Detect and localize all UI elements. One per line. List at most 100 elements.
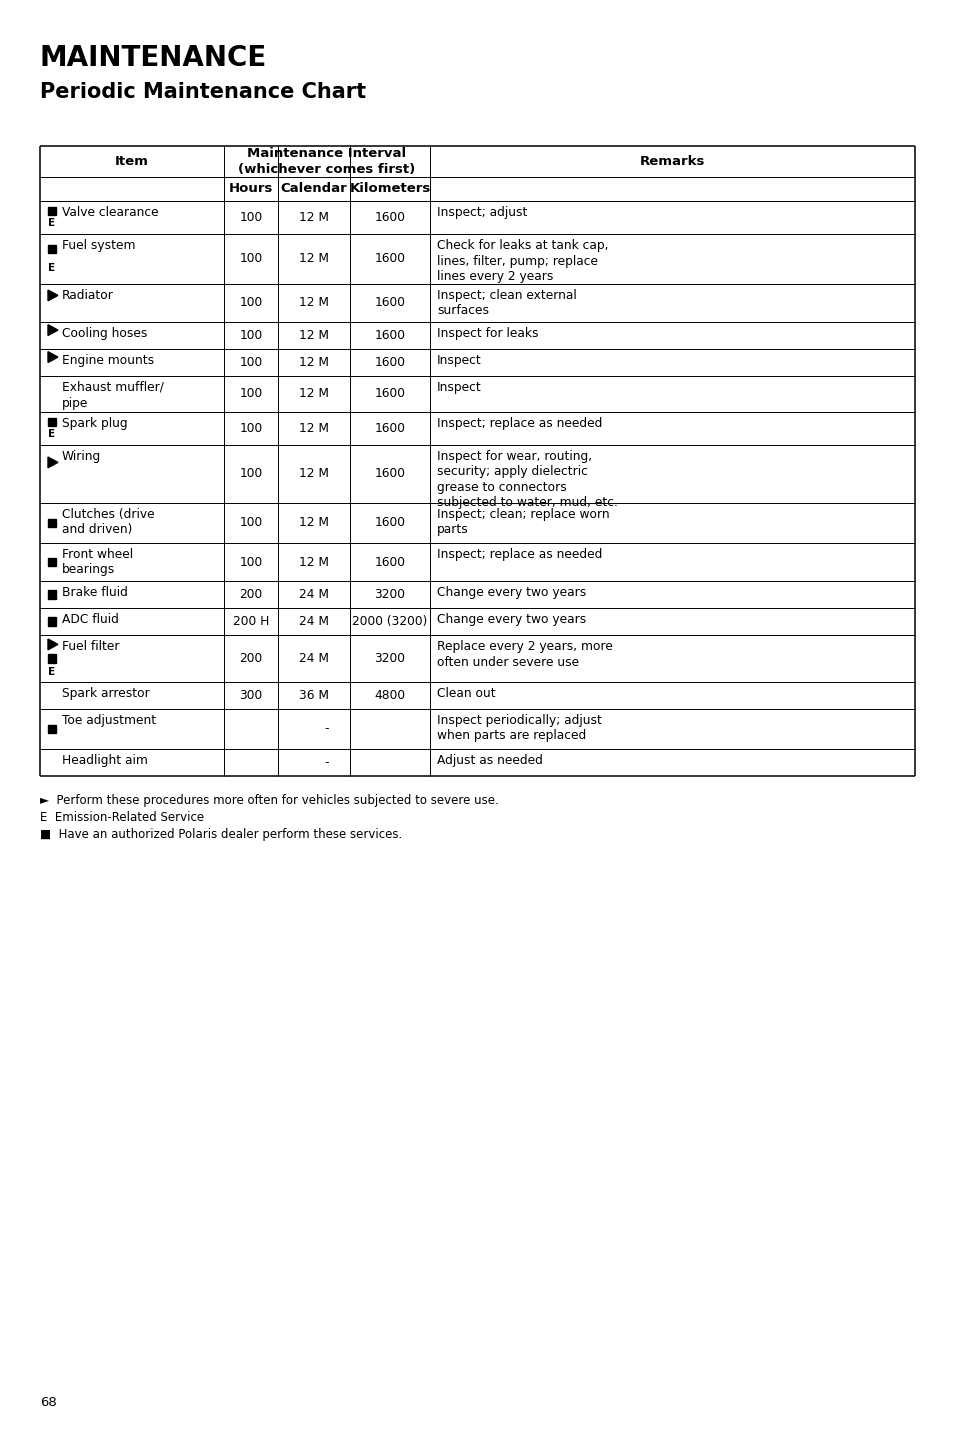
Text: Clean out: Clean out xyxy=(436,686,496,699)
Text: ADC fluid: ADC fluid xyxy=(62,614,119,627)
Text: Front wheel
bearings: Front wheel bearings xyxy=(62,548,133,576)
Text: 100: 100 xyxy=(239,356,262,369)
Text: 12 M: 12 M xyxy=(298,555,329,569)
Bar xyxy=(48,618,56,625)
Text: 12 M: 12 M xyxy=(298,297,329,310)
Text: Fuel system: Fuel system xyxy=(62,238,135,252)
Text: Fuel filter: Fuel filter xyxy=(62,640,119,653)
Text: Periodic Maintenance Chart: Periodic Maintenance Chart xyxy=(40,81,366,102)
Bar xyxy=(48,590,56,599)
Text: Kilometers: Kilometers xyxy=(349,183,430,195)
Text: 100: 100 xyxy=(239,516,262,529)
Text: 100: 100 xyxy=(239,422,262,435)
Text: E: E xyxy=(49,429,55,439)
Bar xyxy=(48,519,56,528)
Text: 200: 200 xyxy=(239,587,262,601)
Text: Item: Item xyxy=(115,156,149,169)
Text: Exhaust muffler/
pipe: Exhaust muffler/ pipe xyxy=(62,381,164,410)
Text: Replace every 2 years, more
often under severe use: Replace every 2 years, more often under … xyxy=(436,640,612,669)
Text: Radiator: Radiator xyxy=(62,289,113,302)
Text: Clutches (drive
and driven): Clutches (drive and driven) xyxy=(62,507,154,537)
Text: 1600: 1600 xyxy=(375,422,405,435)
Text: Engine mounts: Engine mounts xyxy=(62,353,154,366)
Text: 12 M: 12 M xyxy=(298,516,329,529)
Text: Inspect; replace as needed: Inspect; replace as needed xyxy=(436,548,601,561)
Text: 12 M: 12 M xyxy=(298,253,329,266)
Text: 200 H: 200 H xyxy=(233,615,269,628)
Text: Valve clearance: Valve clearance xyxy=(62,206,158,220)
Text: 12 M: 12 M xyxy=(298,356,329,369)
Text: Toe adjustment: Toe adjustment xyxy=(62,714,156,727)
Bar xyxy=(48,206,56,215)
Text: ■  Have an authorized Polaris dealer perform these services.: ■ Have an authorized Polaris dealer perf… xyxy=(40,827,402,840)
Text: 300: 300 xyxy=(239,689,262,702)
Text: Check for leaks at tank cap,
lines, filter, pump; replace
lines every 2 years: Check for leaks at tank cap, lines, filt… xyxy=(436,238,608,284)
Text: 100: 100 xyxy=(239,388,262,400)
Text: Inspect; replace as needed: Inspect; replace as needed xyxy=(436,417,601,430)
Text: 1600: 1600 xyxy=(375,516,405,529)
Text: Wiring: Wiring xyxy=(62,449,101,462)
Text: E: E xyxy=(49,263,55,273)
Text: 1600: 1600 xyxy=(375,329,405,342)
Text: 12 M: 12 M xyxy=(298,329,329,342)
Text: 3200: 3200 xyxy=(375,587,405,601)
Text: 100: 100 xyxy=(239,329,262,342)
Text: 1600: 1600 xyxy=(375,388,405,400)
Text: 100: 100 xyxy=(239,468,262,480)
Text: 12 M: 12 M xyxy=(298,422,329,435)
Text: -: - xyxy=(324,723,329,736)
Bar xyxy=(48,558,56,566)
Bar xyxy=(48,724,56,733)
Text: Adjust as needed: Adjust as needed xyxy=(436,755,542,768)
Text: 100: 100 xyxy=(239,211,262,224)
Text: E: E xyxy=(49,218,55,228)
Text: Inspect; clean; replace worn
parts: Inspect; clean; replace worn parts xyxy=(436,507,609,537)
Text: Spark arrestor: Spark arrestor xyxy=(62,686,150,699)
Text: 1600: 1600 xyxy=(375,356,405,369)
Text: ►  Perform these procedures more often for vehicles subjected to severe use.: ► Perform these procedures more often fo… xyxy=(40,794,498,807)
Text: Inspect: Inspect xyxy=(436,381,481,394)
Text: 24 M: 24 M xyxy=(298,651,329,664)
Text: 1600: 1600 xyxy=(375,297,405,310)
Polygon shape xyxy=(48,352,58,362)
Text: MAINTENANCE: MAINTENANCE xyxy=(40,44,267,73)
Text: Inspect; clean external
surfaces: Inspect; clean external surfaces xyxy=(436,289,577,317)
Text: 1600: 1600 xyxy=(375,211,405,224)
Bar xyxy=(48,654,56,663)
Text: Spark plug: Spark plug xyxy=(62,417,128,430)
Text: -: - xyxy=(324,756,329,769)
Text: Cooling hoses: Cooling hoses xyxy=(62,327,147,340)
Text: Inspect periodically; adjust
when parts are replaced: Inspect periodically; adjust when parts … xyxy=(436,714,601,743)
Text: Inspect; adjust: Inspect; adjust xyxy=(436,206,527,220)
Text: 12 M: 12 M xyxy=(298,211,329,224)
Text: Remarks: Remarks xyxy=(639,156,704,169)
Text: 100: 100 xyxy=(239,253,262,266)
Text: 1600: 1600 xyxy=(375,555,405,569)
Text: Inspect for leaks: Inspect for leaks xyxy=(436,327,537,340)
Polygon shape xyxy=(48,324,58,336)
Text: Change every two years: Change every two years xyxy=(436,614,586,627)
Polygon shape xyxy=(48,289,58,301)
Text: 24 M: 24 M xyxy=(298,587,329,601)
Text: Maintenance Interval
(whichever comes first): Maintenance Interval (whichever comes fi… xyxy=(238,147,416,176)
Text: 36 M: 36 M xyxy=(298,689,329,702)
Text: Brake fluid: Brake fluid xyxy=(62,586,128,599)
Text: 100: 100 xyxy=(239,555,262,569)
Text: Headlight aim: Headlight aim xyxy=(62,755,148,768)
Text: Change every two years: Change every two years xyxy=(436,586,586,599)
Text: Calendar: Calendar xyxy=(280,183,347,195)
Text: 100: 100 xyxy=(239,297,262,310)
Text: 12 M: 12 M xyxy=(298,468,329,480)
Text: 1600: 1600 xyxy=(375,253,405,266)
Text: 1600: 1600 xyxy=(375,468,405,480)
Polygon shape xyxy=(48,638,58,650)
Text: 2000 (3200): 2000 (3200) xyxy=(352,615,427,628)
Text: 3200: 3200 xyxy=(375,651,405,664)
Text: 12 M: 12 M xyxy=(298,388,329,400)
Text: 4800: 4800 xyxy=(374,689,405,702)
Text: 68: 68 xyxy=(40,1396,56,1409)
Text: E: E xyxy=(49,667,55,676)
Polygon shape xyxy=(48,457,58,468)
Text: 200: 200 xyxy=(239,651,262,664)
Text: 24 M: 24 M xyxy=(298,615,329,628)
